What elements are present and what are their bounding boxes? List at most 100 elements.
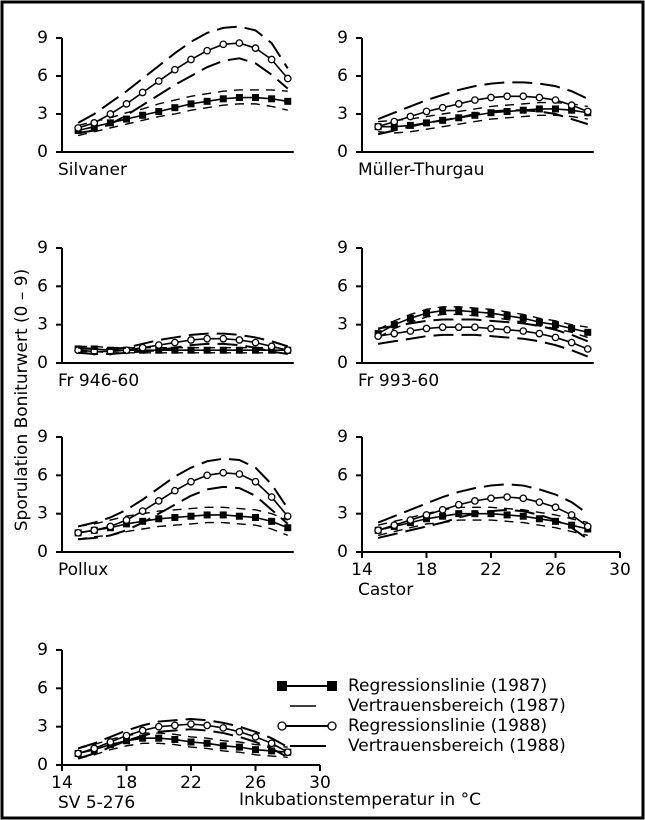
marker xyxy=(219,724,228,732)
marker xyxy=(374,332,382,341)
y-tick-label: 9 xyxy=(337,28,348,48)
confidence-band xyxy=(77,742,288,760)
legend-marker xyxy=(277,681,287,691)
x-tick-label: 30 xyxy=(309,773,331,793)
marker xyxy=(235,39,244,47)
marker xyxy=(487,309,495,317)
marker xyxy=(187,720,195,728)
marker xyxy=(251,733,260,741)
marker xyxy=(584,328,592,336)
marker xyxy=(552,321,559,329)
y-tick-label: 6 xyxy=(37,66,48,86)
marker xyxy=(187,55,195,64)
marker xyxy=(284,97,292,105)
confidence-band xyxy=(377,313,588,339)
y-tick-label: 3 xyxy=(337,315,348,335)
marker xyxy=(267,342,276,351)
marker xyxy=(503,107,511,115)
marker xyxy=(154,497,163,505)
marker xyxy=(155,515,163,523)
y-axis-label: Sporulation Boniturwert (0 – 9) xyxy=(12,269,32,531)
y-tick-label: 3 xyxy=(37,717,48,737)
marker xyxy=(235,346,243,354)
marker xyxy=(454,323,463,332)
y-tick-label: 0 xyxy=(337,142,348,162)
marker xyxy=(219,346,227,354)
marker xyxy=(535,515,543,523)
marker xyxy=(251,338,260,347)
y-tick-label: 9 xyxy=(37,238,48,258)
marker xyxy=(390,117,399,126)
marker xyxy=(74,749,82,758)
marker xyxy=(568,106,576,114)
marker xyxy=(219,95,227,103)
marker xyxy=(106,119,114,127)
marker xyxy=(154,341,163,349)
marker xyxy=(252,94,259,102)
marker xyxy=(503,92,511,101)
legend-label: Vertrauensbereich (1987) xyxy=(348,696,566,716)
marker xyxy=(251,477,260,486)
x-tick-label: 14 xyxy=(51,773,73,793)
marker xyxy=(138,507,147,515)
confidence-band xyxy=(377,81,589,120)
marker xyxy=(568,325,576,332)
marker xyxy=(251,44,260,52)
marker xyxy=(438,103,447,112)
marker xyxy=(422,107,431,116)
marker xyxy=(283,748,292,757)
confidence-band xyxy=(77,89,288,127)
marker xyxy=(455,114,463,122)
marker xyxy=(235,743,243,751)
marker xyxy=(438,505,447,514)
confidence-band xyxy=(77,57,289,134)
marker xyxy=(155,107,163,115)
confidence-band xyxy=(377,506,588,526)
y-tick-label: 3 xyxy=(37,104,48,124)
y-tick-label: 6 xyxy=(37,276,48,296)
marker xyxy=(535,498,544,507)
marker xyxy=(471,497,479,505)
marker xyxy=(155,734,163,742)
marker xyxy=(503,493,511,501)
marker xyxy=(154,722,163,731)
marker xyxy=(187,346,195,354)
y-tick-label: 0 xyxy=(37,755,48,775)
y-tick-label: 0 xyxy=(37,353,48,373)
marker xyxy=(439,307,447,315)
x-tick-label: 22 xyxy=(480,560,502,580)
marker xyxy=(154,77,163,85)
confidence-band xyxy=(377,333,589,358)
marker xyxy=(487,510,495,518)
marker xyxy=(406,314,414,322)
y-tick-label: 6 xyxy=(337,276,348,296)
confidence-band xyxy=(78,332,289,350)
marker xyxy=(90,526,99,535)
y-tick-label: 9 xyxy=(337,238,348,258)
marker xyxy=(423,119,430,127)
y-tick-label: 0 xyxy=(337,542,348,562)
confidence-band xyxy=(377,306,588,331)
marker xyxy=(503,511,511,519)
marker xyxy=(187,336,195,344)
marker xyxy=(583,345,592,353)
legend-label: Regressionslinie (1988) xyxy=(348,716,547,736)
marker xyxy=(106,110,115,118)
x-tick-label: 26 xyxy=(545,560,567,580)
marker xyxy=(74,124,82,132)
marker xyxy=(487,494,495,503)
marker xyxy=(171,721,179,730)
marker xyxy=(203,739,211,747)
marker xyxy=(138,343,147,352)
marker xyxy=(552,517,559,525)
y-tick-label: 9 xyxy=(37,427,48,447)
marker xyxy=(219,742,227,750)
marker xyxy=(374,122,382,131)
marker xyxy=(551,503,560,512)
marker xyxy=(519,512,527,520)
marker xyxy=(235,336,244,344)
marker xyxy=(235,470,244,478)
confidence-band xyxy=(377,508,589,541)
marker xyxy=(519,314,527,322)
marker xyxy=(219,334,228,343)
